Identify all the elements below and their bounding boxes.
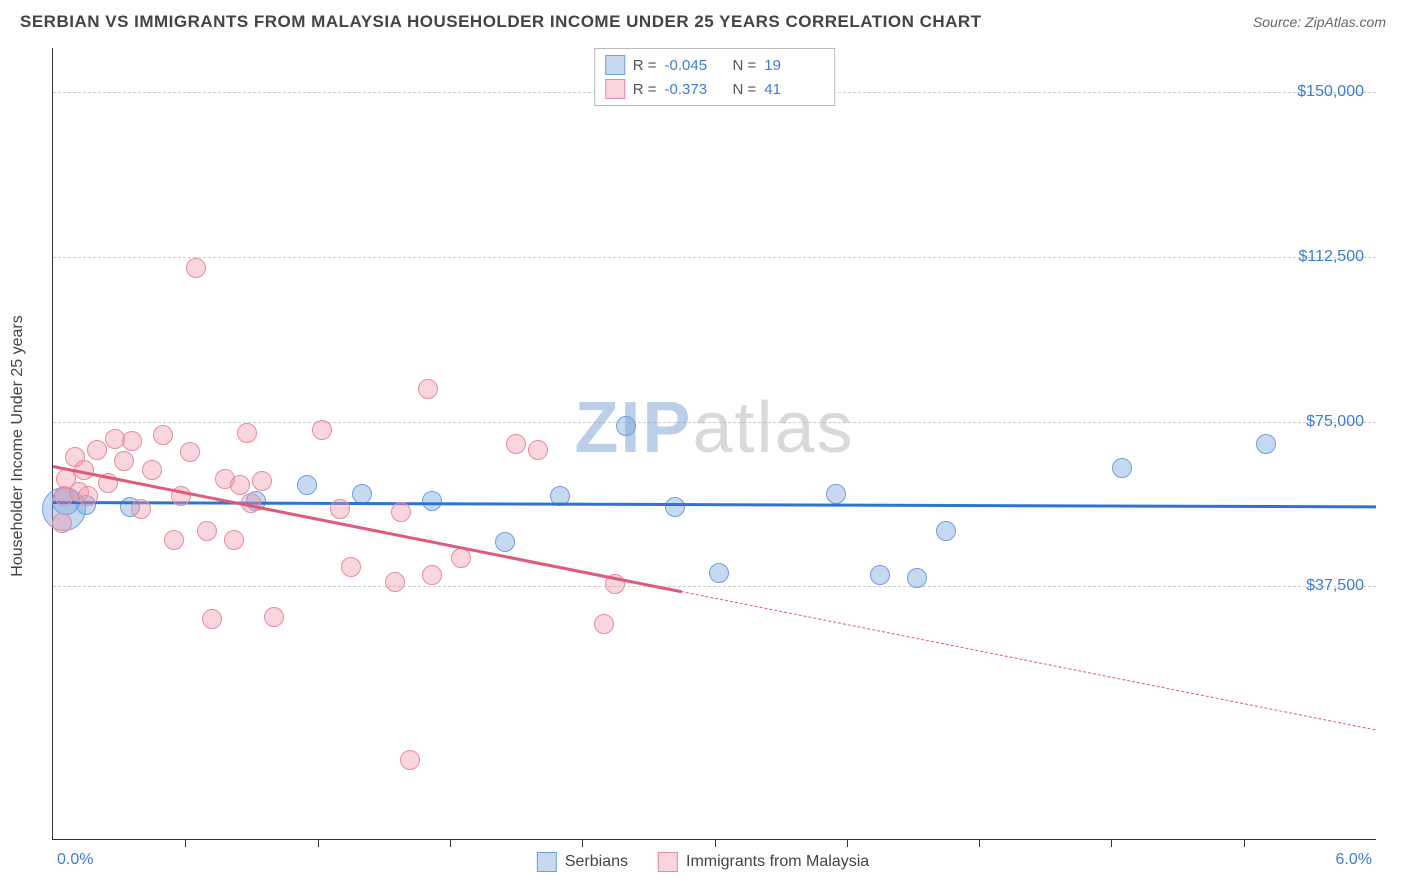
x-start-label: 0.0% — [57, 851, 93, 869]
y-tick-label: $112,500 — [1298, 248, 1364, 266]
r-label: R = — [633, 57, 657, 74]
data-point-malaysia — [230, 475, 250, 495]
data-point-serbians — [297, 475, 317, 495]
y-tick-label: $75,000 — [1306, 413, 1364, 431]
x-tick — [1244, 839, 1245, 847]
chart-source: Source: ZipAtlas.com — [1253, 14, 1386, 30]
source-value: ZipAtlas.com — [1305, 14, 1386, 30]
data-point-serbians — [936, 521, 956, 541]
data-point-malaysia — [385, 572, 405, 592]
data-point-malaysia — [330, 499, 350, 519]
x-tick — [847, 839, 848, 847]
x-tick — [979, 839, 980, 847]
legend-row-malaysia: R = -0.373 N = 41 — [605, 77, 825, 101]
x-tick — [318, 839, 319, 847]
legend-item-serbians: Serbians — [537, 852, 628, 872]
legend-swatch-icon — [537, 852, 557, 872]
data-point-malaysia — [197, 521, 217, 541]
data-point-serbians — [709, 563, 729, 583]
x-tick — [582, 839, 583, 847]
y-tick-label: $150,000 — [1297, 83, 1364, 101]
r-value-serbians: -0.045 — [665, 57, 725, 74]
data-point-serbians — [1256, 434, 1276, 454]
n-value-malaysia: 41 — [764, 81, 824, 98]
gridline — [53, 257, 1376, 258]
legend-row-serbians: R = -0.045 N = 19 — [605, 53, 825, 77]
x-end-label: 6.0% — [1336, 851, 1372, 869]
trend-line-dashed — [681, 591, 1376, 730]
gridline — [53, 422, 1376, 423]
x-tick — [1111, 839, 1112, 847]
data-point-serbians — [826, 484, 846, 504]
data-point-malaysia — [78, 486, 98, 506]
data-point-malaysia — [422, 565, 442, 585]
data-point-malaysia — [594, 614, 614, 634]
data-point-malaysia — [312, 420, 332, 440]
chart-header: SERBIAN VS IMMIGRANTS FROM MALAYSIA HOUS… — [0, 0, 1406, 40]
data-point-malaysia — [52, 513, 72, 533]
data-point-malaysia — [264, 607, 284, 627]
data-point-malaysia — [202, 609, 222, 629]
r-value-malaysia: -0.373 — [665, 81, 725, 98]
watermark-part2: atlas — [692, 388, 854, 468]
data-point-serbians — [665, 497, 685, 517]
data-point-malaysia — [391, 502, 411, 522]
correlation-legend: R = -0.045 N = 19 R = -0.373 N = 41 — [594, 48, 836, 106]
r-label: R = — [633, 81, 657, 98]
x-tick — [450, 839, 451, 847]
data-point-serbians — [1112, 458, 1132, 478]
data-point-malaysia — [451, 548, 471, 568]
y-axis-label: Householder Income Under 25 years — [9, 315, 27, 576]
legend-label-malaysia: Immigrants from Malaysia — [686, 853, 869, 871]
legend-swatch-malaysia — [605, 79, 625, 99]
scatter-chart: ZIPatlas R = -0.045 N = 19 R = -0.373 N … — [52, 48, 1376, 840]
legend-label-serbians: Serbians — [565, 853, 628, 871]
data-point-malaysia — [180, 442, 200, 462]
x-tick — [715, 839, 716, 847]
chart-title: SERBIAN VS IMMIGRANTS FROM MALAYSIA HOUS… — [20, 12, 982, 32]
legend-item-malaysia: Immigrants from Malaysia — [658, 852, 869, 872]
legend-swatch-serbians — [605, 55, 625, 75]
data-point-malaysia — [131, 499, 151, 519]
series-legend: Serbians Immigrants from Malaysia — [537, 852, 869, 872]
n-value-serbians: 19 — [764, 57, 824, 74]
data-point-malaysia — [186, 258, 206, 278]
data-point-malaysia — [122, 431, 142, 451]
x-tick — [185, 839, 186, 847]
data-point-serbians — [422, 491, 442, 511]
gridline — [53, 586, 1376, 587]
data-point-malaysia — [252, 471, 272, 491]
data-point-malaysia — [87, 440, 107, 460]
data-point-serbians — [495, 532, 515, 552]
data-point-malaysia — [341, 557, 361, 577]
data-point-malaysia — [153, 425, 173, 445]
y-tick-label: $37,500 — [1306, 577, 1364, 595]
data-point-malaysia — [418, 379, 438, 399]
data-point-malaysia — [237, 423, 257, 443]
data-point-malaysia — [224, 530, 244, 550]
data-point-malaysia — [114, 451, 134, 471]
n-label: N = — [733, 57, 757, 74]
data-point-malaysia — [142, 460, 162, 480]
source-label: Source: — [1253, 14, 1301, 30]
trend-line — [53, 465, 682, 593]
data-point-malaysia — [506, 434, 526, 454]
data-point-serbians — [616, 416, 636, 436]
data-point-malaysia — [164, 530, 184, 550]
data-point-malaysia — [528, 440, 548, 460]
legend-swatch-icon — [658, 852, 678, 872]
data-point-malaysia — [400, 750, 420, 770]
data-point-serbians — [870, 565, 890, 585]
n-label: N = — [733, 81, 757, 98]
data-point-serbians — [907, 568, 927, 588]
